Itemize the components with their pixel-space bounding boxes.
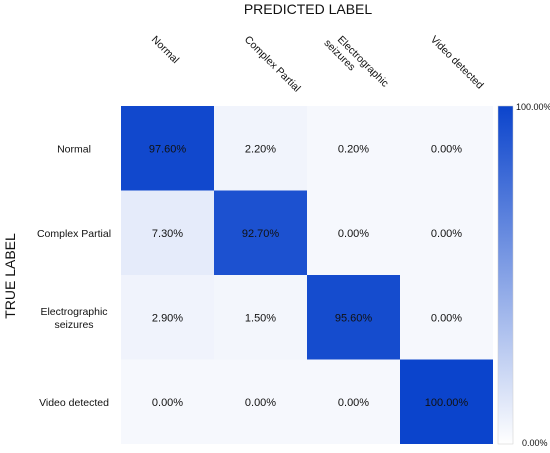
matrix-cell-value: 7.30%: [152, 228, 183, 240]
matrix-cell-value: 2.20%: [245, 143, 276, 155]
y-axis-title: TRUE LABEL: [2, 233, 18, 319]
matrix-cell: [307, 359, 400, 444]
matrix-cell: [214, 275, 307, 360]
colorbar: 100.00% 0.00%: [497, 102, 550, 448]
row-labels: Normal Complex Partial Electrographic seizu…: [37, 143, 111, 409]
matrix-cell: [121, 359, 214, 444]
matrix-cell-value: 92.70%: [242, 228, 280, 240]
x-axis-title: PREDICTED LABEL: [244, 1, 373, 17]
matrix-cell: [400, 275, 493, 360]
matrix-cell-value: 0.00%: [431, 143, 462, 155]
row-label: Normal: [57, 143, 91, 155]
matrix-cell: [307, 275, 400, 360]
matrix-cell-value: 1.50%: [245, 312, 276, 324]
matrix-cell: [214, 106, 307, 191]
matrix-cell-value: 100.00%: [425, 397, 469, 409]
colorbar-max-label: 100.00%: [516, 102, 550, 112]
column-labels: Normal Complex Partial Electrographicseizu…: [149, 29, 486, 98]
matrix-cell: [214, 190, 307, 275]
matrix-cell-value: 0.20%: [338, 143, 369, 155]
column-label: Electrographicseizures: [321, 29, 390, 98]
matrix-cell-value: 97.60%: [149, 143, 187, 155]
matrix-cell-value: 0.00%: [431, 312, 462, 324]
row-label: Complex Partial: [37, 228, 111, 240]
colorbar-gradient: [497, 105, 514, 445]
matrix-cell-value: 2.90%: [152, 312, 183, 324]
matrix-cell: [121, 275, 214, 360]
matrix-cell: [400, 190, 493, 275]
matrix-cell: [121, 190, 214, 275]
matrix-cell: [400, 106, 493, 191]
column-label: Video detected: [428, 34, 486, 92]
matrix-cell: [307, 106, 400, 191]
matrix-cell: [400, 359, 493, 444]
column-label: Complex Partial: [242, 34, 303, 95]
row-label: Video detected: [39, 397, 109, 409]
matrix-cell: [307, 190, 400, 275]
matrix-cell-value: 95.60%: [335, 312, 373, 324]
matrix-cell-value: 0.00%: [338, 397, 369, 409]
matrix-cell-value: 0.00%: [338, 228, 369, 240]
row-label: Electrographic seizures: [40, 306, 107, 331]
matrix-cells: 97.60% 2.20% 0.20% 0.00% 7.30% 92.70% 0.00% 0.0…: [121, 106, 493, 444]
colorbar-min-label: 0.00%: [522, 438, 548, 448]
matrix-cell-value: 0.00%: [431, 228, 462, 240]
column-label: Normal: [149, 34, 181, 66]
matrix-cell-value: 0.00%: [152, 397, 183, 409]
matrix-cell: [121, 106, 214, 191]
matrix-cell-value: 0.00%: [245, 397, 276, 409]
matrix-cell: [214, 359, 307, 444]
